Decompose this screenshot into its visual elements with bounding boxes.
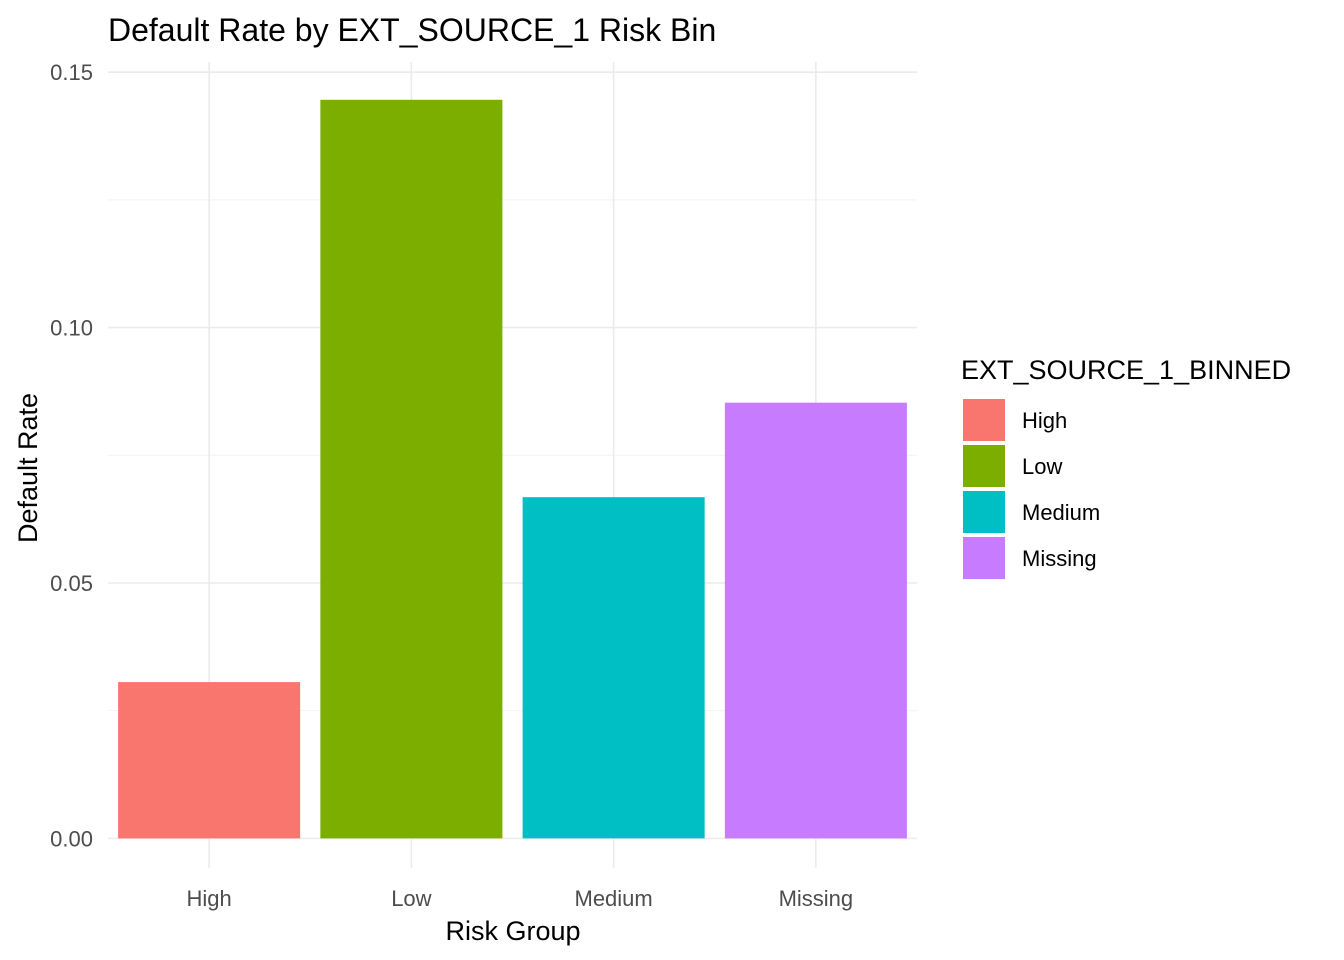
x-tick-label: High (187, 886, 232, 911)
legend-title: EXT_SOURCE_1_BINNED (961, 355, 1291, 385)
x-tick-label: Medium (575, 886, 653, 911)
bar-high (118, 682, 301, 839)
bar-medium (522, 497, 705, 839)
legend-swatch-high (963, 399, 1005, 441)
x-axis-title: Risk Group (445, 916, 580, 946)
bar-low (320, 99, 503, 839)
y-tick-label: 0.00 (50, 826, 93, 851)
bars-layer (118, 99, 907, 839)
chart-title: Default Rate by EXT_SOURCE_1 Risk Bin (108, 12, 716, 48)
legend-label-high: High (1022, 408, 1067, 433)
plot-area (108, 62, 917, 868)
y-tick-label: 0.10 (50, 316, 93, 341)
y-tick-label: 0.15 (50, 60, 93, 85)
y-axis-title: Default Rate (13, 393, 43, 543)
legend-label-medium: Medium (1022, 500, 1100, 525)
legend-items: High Low Medium Missing (963, 399, 1100, 579)
legend: EXT_SOURCE_1_BINNED High Low Medium Missing (961, 355, 1291, 579)
legend-swatch-low (963, 445, 1005, 487)
legend-swatch-medium (963, 491, 1005, 533)
legend-swatch-missing (963, 537, 1005, 579)
y-tick-label: 0.05 (50, 571, 93, 596)
x-axis-ticks: High Low Medium Missing (187, 886, 854, 911)
legend-label-missing: Missing (1022, 546, 1097, 571)
x-tick-label: Low (391, 886, 431, 911)
x-tick-label: Missing (779, 886, 854, 911)
bar-missing (724, 402, 907, 839)
y-axis-ticks: 0.00 0.05 0.10 0.15 (50, 60, 93, 851)
legend-label-low: Low (1022, 454, 1062, 479)
